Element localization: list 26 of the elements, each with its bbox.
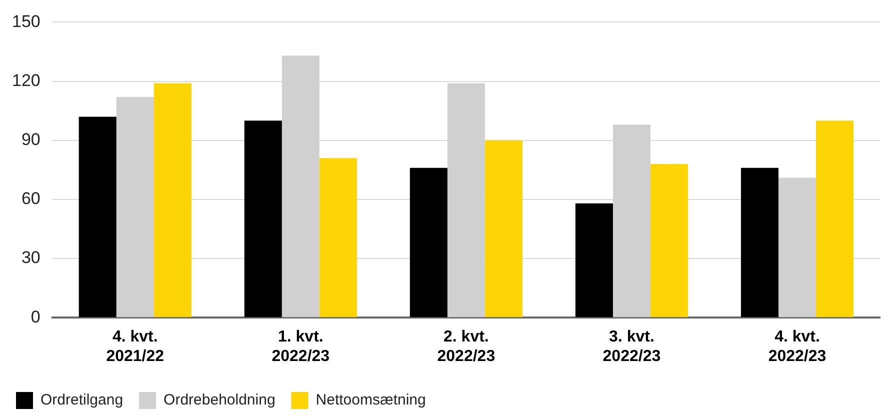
legend-label: Nettoomsætning bbox=[316, 392, 426, 409]
x-tick-label: 4. kvt. 2021/22 bbox=[106, 328, 164, 365]
y-tick-label: 30 bbox=[21, 248, 40, 268]
y-tick-label: 60 bbox=[21, 189, 40, 208]
bar bbox=[575, 203, 613, 318]
y-tick-label: 0 bbox=[30, 307, 40, 326]
legend-label: Ordrebeholdning bbox=[164, 392, 276, 409]
x-tick-label: 3. kvt. 2022/23 bbox=[602, 328, 661, 365]
bar bbox=[410, 168, 448, 318]
bar bbox=[78, 116, 116, 318]
bar bbox=[319, 158, 357, 318]
bar bbox=[484, 140, 522, 318]
y-tick-label: 120 bbox=[12, 70, 40, 90]
bar bbox=[244, 120, 282, 318]
x-tick-label: 2. kvt. 2022/23 bbox=[437, 328, 496, 365]
bar bbox=[116, 97, 154, 318]
bar bbox=[816, 120, 854, 318]
bar bbox=[778, 178, 816, 318]
x-tick-label: 1. kvt. 2022/23 bbox=[272, 328, 330, 365]
legend-label: Ordretilgang bbox=[40, 392, 124, 409]
bar bbox=[154, 83, 192, 318]
bar bbox=[650, 164, 688, 318]
y-tick-label: 90 bbox=[21, 130, 40, 150]
bar bbox=[740, 168, 778, 318]
y-tick-label: 150 bbox=[12, 12, 40, 31]
x-tick-label: 4. kvt. 2022/23 bbox=[768, 328, 826, 365]
